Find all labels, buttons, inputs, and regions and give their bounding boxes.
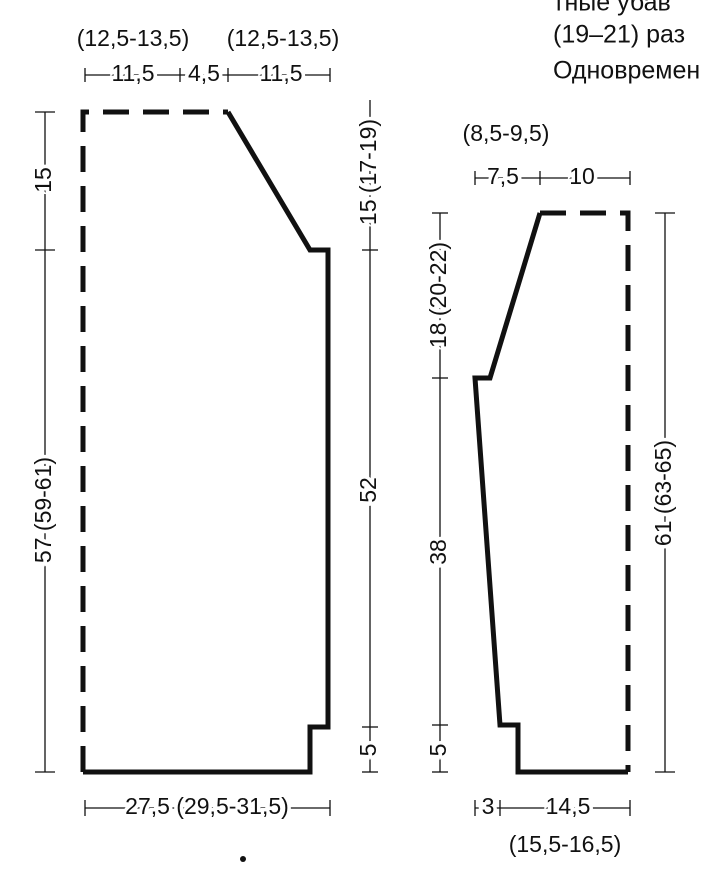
dimension-label: 61 (63-65) — [650, 440, 676, 546]
dimension-label: 5 — [355, 744, 381, 757]
dimension-label: 38 — [425, 539, 451, 565]
dimension-label: 7,5 — [487, 163, 519, 189]
piece-outline — [472, 212, 628, 775]
header-line: тные убав — [553, 0, 671, 17]
dimension-lines — [432, 171, 675, 816]
dimension-label: 15 — [30, 167, 56, 193]
dimension-label: 5 — [425, 744, 451, 757]
dimension-label: 11,5 — [259, 60, 302, 86]
dimension-label: 14,5 — [546, 793, 591, 819]
dimension-label: 18 (20-22) — [425, 242, 451, 348]
header-line: (19–21) раз — [553, 21, 685, 49]
dimension-label: 57 (59-61) — [30, 457, 56, 563]
dimension-label: (12,5-13,5) — [77, 25, 190, 51]
dimension-label: 3 — [482, 793, 495, 819]
dimension-label: (15,5-16,5) — [509, 831, 622, 857]
dimension-label: 15 (17-19) — [355, 119, 381, 225]
header-line: Одновремен — [553, 57, 700, 85]
piece-dashed-edge — [540, 210, 631, 772]
dimension-label: (12,5-13,5) — [227, 25, 340, 51]
dimension-label: (8,5-9,5) — [463, 120, 550, 146]
piece-outline — [83, 110, 331, 775]
dimension-lines — [35, 68, 378, 816]
dimension-label: 4,5 — [188, 60, 220, 86]
dimension-label: 11,5 — [111, 60, 154, 86]
piece-dashed-edge — [80, 109, 228, 772]
dimension-label: 10 — [569, 163, 595, 189]
dimension-label: 27,5 (29,5-31,5) — [125, 793, 289, 819]
speck — [240, 856, 246, 862]
dimension-label: 52 — [355, 477, 381, 503]
